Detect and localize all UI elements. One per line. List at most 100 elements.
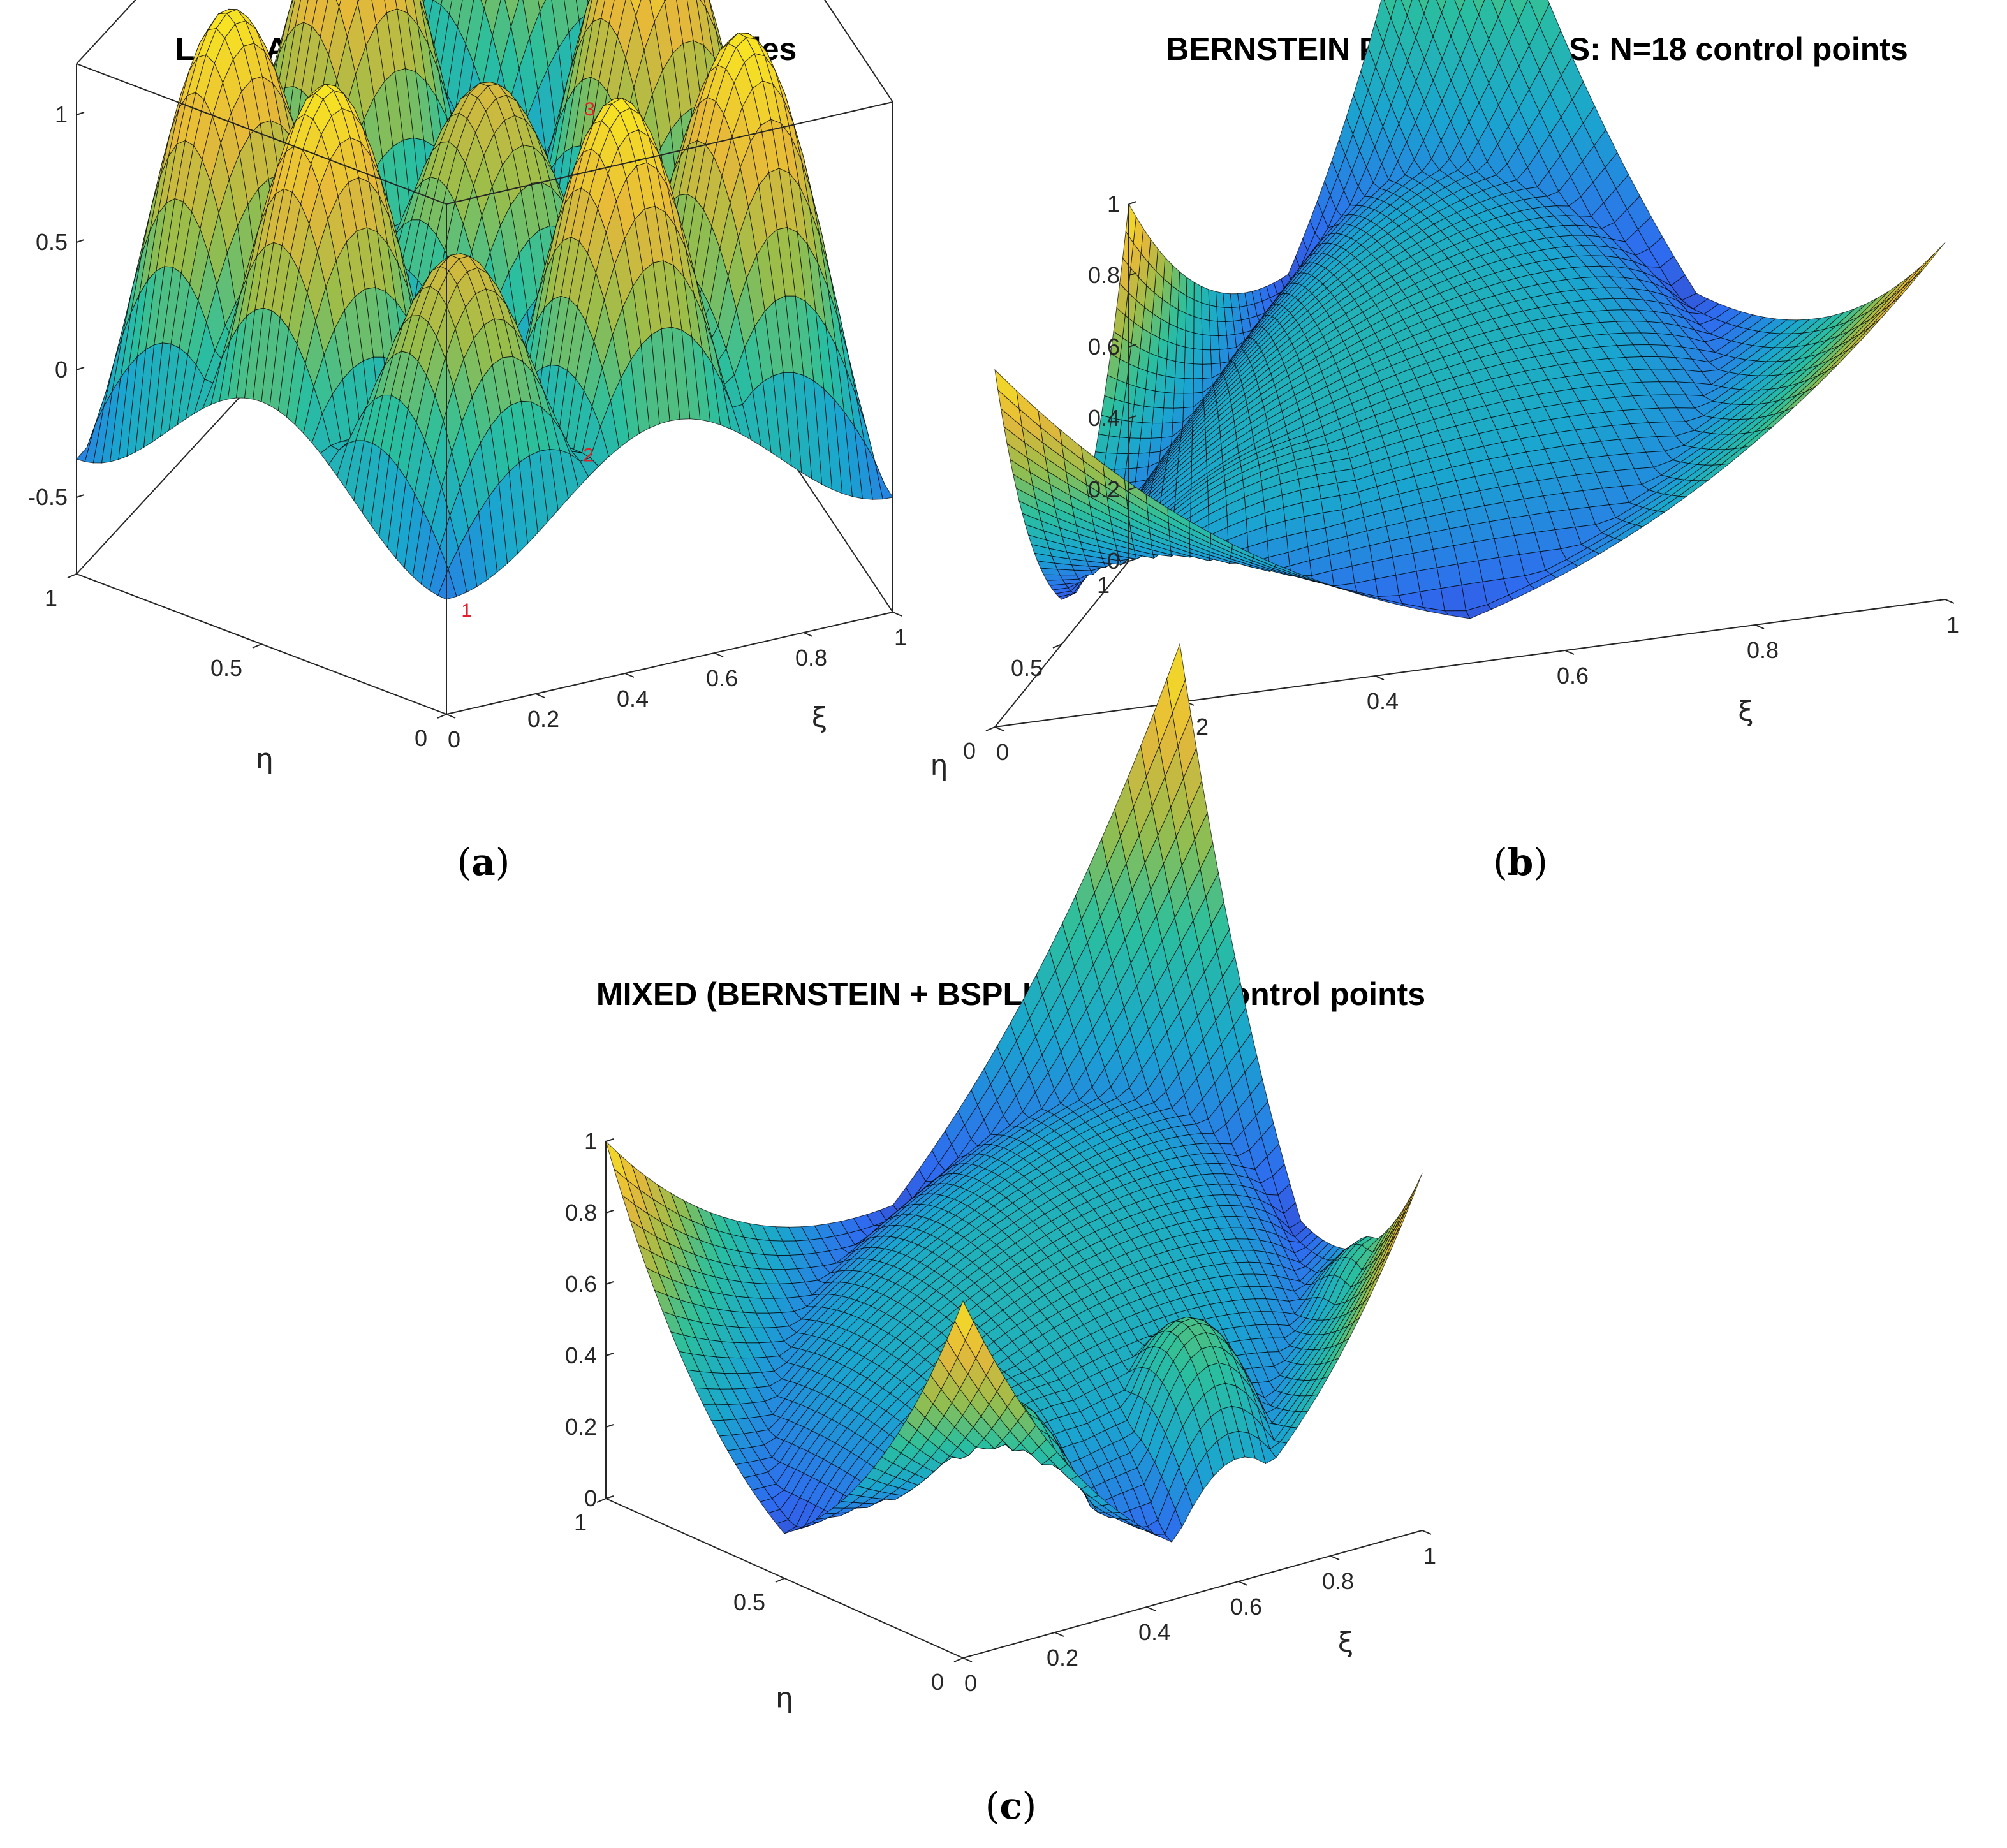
z-tick-label: 0.2 bbox=[565, 1414, 597, 1440]
node-labels: 1 2 3 bbox=[461, 99, 594, 621]
x-tick bbox=[1945, 599, 1955, 604]
x-tick bbox=[1564, 650, 1575, 655]
x-tick bbox=[1374, 675, 1385, 680]
z-tick bbox=[1128, 201, 1137, 205]
x-tick-label: 1 bbox=[1423, 1543, 1436, 1569]
x-axis-label: ξ bbox=[812, 701, 828, 734]
z-tick bbox=[1128, 415, 1137, 419]
z-tick bbox=[76, 494, 85, 498]
z-tick bbox=[605, 1353, 614, 1356]
z-tick-label: -0.5 bbox=[28, 484, 68, 510]
x-tick-label: 0.4 bbox=[617, 686, 649, 712]
z-tick-label: 0 bbox=[55, 356, 68, 383]
surface-mesh bbox=[605, 643, 1423, 1543]
x-tick-label: 0 bbox=[996, 739, 1009, 765]
x-axis-line bbox=[994, 599, 1946, 728]
surface-plot-c: 0 0.2 0.4 0.6 0.8 1 0 0.2 0.4 0.6 0.8 1 0 0.5 1 ξ η bbox=[565, 643, 1436, 1715]
x-tick-label: 0.8 bbox=[795, 645, 827, 671]
x-tick bbox=[892, 612, 902, 617]
x-tick bbox=[1054, 1632, 1064, 1637]
panel-b: BERNSTEIN POLYNOMIALS: N=18 control poin… bbox=[930, 0, 2007, 906]
x-tick bbox=[1238, 1581, 1248, 1586]
x-tick-label: 0 bbox=[964, 1670, 977, 1696]
x-tick-label: 0.6 bbox=[1230, 1594, 1262, 1620]
z-tick bbox=[76, 367, 85, 370]
surface-mesh bbox=[994, 0, 1946, 619]
z-tick-label: 1 bbox=[1107, 191, 1120, 217]
x-tick-label: 0.2 bbox=[1047, 1645, 1078, 1671]
z-tick-label: 0.6 bbox=[1088, 334, 1120, 360]
caption-letter: b bbox=[1507, 840, 1534, 884]
caption-letter: a bbox=[471, 840, 496, 884]
y-tick-label: 0.5 bbox=[1011, 655, 1043, 681]
x-tick-label: 1 bbox=[894, 624, 907, 650]
panel-a: LAGRANGE POLYNOMIALS: N=18 nodes -0.500.… bbox=[0, 0, 995, 906]
z-tick bbox=[605, 1210, 614, 1214]
y-tick bbox=[437, 714, 447, 719]
caption-letter: c bbox=[999, 1784, 1022, 1828]
x-tick bbox=[1422, 1530, 1432, 1535]
z-tick-label: 1 bbox=[584, 1128, 597, 1154]
z-tick bbox=[605, 1281, 614, 1285]
x-axis-label: ξ bbox=[1338, 1626, 1354, 1659]
chart-title: MIXED (BERNSTEIN + BSPLINES): N=18 contr… bbox=[596, 976, 1426, 1012]
surface-plot-a: -0.5 0 0.5 1 0 0.2 0.4 0.6 0.8 1 0 0.5 1 ξ η 1 2 3 bbox=[28, 0, 907, 775]
z-tick-label: 0 bbox=[1107, 548, 1120, 574]
x-tick bbox=[1754, 624, 1765, 629]
y-tick bbox=[953, 1657, 964, 1662]
z-tick-label: 1 bbox=[55, 101, 68, 128]
z-tick bbox=[1128, 558, 1137, 562]
panel-c: MIXED (BERNSTEIN + BSPLINES): N=18 contr… bbox=[0, 643, 2007, 1848]
y-axis-label: η bbox=[930, 749, 948, 782]
y-tick bbox=[67, 573, 77, 578]
z-tick bbox=[1128, 487, 1137, 490]
y-tick-label: 0 bbox=[963, 738, 976, 764]
y-tick bbox=[1052, 643, 1062, 649]
axes: -0.5 0 0.5 1 0 0.2 0.4 0.6 0.8 1 0 0.5 1 ξ η bbox=[28, 64, 907, 775]
x-tick-label: 0.8 bbox=[1747, 637, 1779, 663]
z-tick bbox=[605, 1495, 614, 1499]
z-tick bbox=[1128, 272, 1137, 276]
z-tick-label: 0.6 bbox=[565, 1271, 597, 1297]
z-tick bbox=[76, 112, 85, 115]
y-tick-label: 0 bbox=[415, 725, 427, 751]
y-tick-label: 1 bbox=[1097, 572, 1110, 598]
z-tick-label: 0.2 bbox=[1088, 476, 1120, 502]
x-tick bbox=[994, 726, 1004, 731]
y-tick-label: 0 bbox=[931, 1669, 944, 1695]
x-axis-line bbox=[446, 612, 893, 715]
x-tick-label: 1 bbox=[1946, 612, 1959, 638]
box-front-edges bbox=[76, 63, 893, 714]
x-axis-label: ξ bbox=[1738, 695, 1754, 728]
y-tick bbox=[985, 726, 996, 731]
x-tick bbox=[535, 693, 545, 698]
y-tick-label: 0.5 bbox=[733, 1589, 765, 1615]
x-tick-label: 0.8 bbox=[1322, 1568, 1354, 1594]
x-tick bbox=[1146, 1606, 1156, 1611]
x-tick-label: 0.4 bbox=[1367, 688, 1399, 714]
x-tick-label: 0.6 bbox=[706, 665, 738, 691]
x-tick-label: 0.4 bbox=[1138, 1619, 1170, 1645]
y-tick-label: 1 bbox=[45, 585, 57, 611]
x-tick bbox=[962, 1657, 973, 1662]
y-tick bbox=[775, 1578, 785, 1583]
x-tick bbox=[1330, 1555, 1340, 1560]
x-axis-line bbox=[962, 1530, 1423, 1659]
y-axis-label: η bbox=[256, 743, 274, 775]
node-label: 1 bbox=[461, 600, 472, 621]
z-tick bbox=[605, 1138, 614, 1142]
x-tick-label: 0.2 bbox=[527, 706, 559, 732]
y-tick-label: 1 bbox=[574, 1509, 587, 1536]
x-tick bbox=[803, 632, 813, 637]
x-tick-label: 0.6 bbox=[1557, 663, 1589, 689]
z-tick bbox=[76, 239, 85, 243]
y-axis-label: η bbox=[776, 1682, 793, 1715]
z-tick-label: 0.4 bbox=[1088, 405, 1120, 431]
y-tick-label: 0.5 bbox=[210, 655, 242, 681]
z-tick-label: 0.4 bbox=[565, 1342, 597, 1368]
x-tick bbox=[624, 673, 635, 678]
z-tick-label: 0.5 bbox=[36, 229, 68, 255]
z-tick-label: 0.8 bbox=[1088, 262, 1120, 288]
